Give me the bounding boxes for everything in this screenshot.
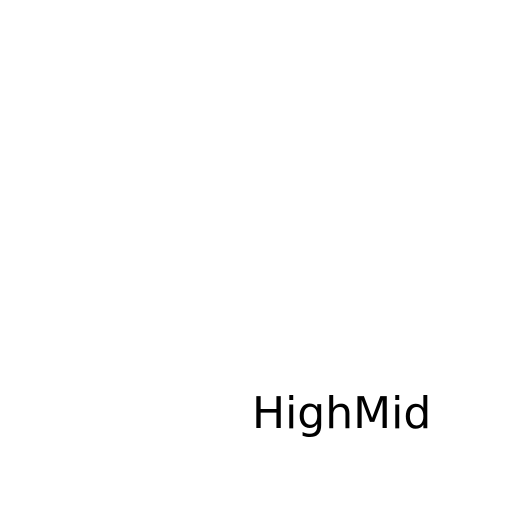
text-label: HighMid bbox=[252, 388, 432, 439]
